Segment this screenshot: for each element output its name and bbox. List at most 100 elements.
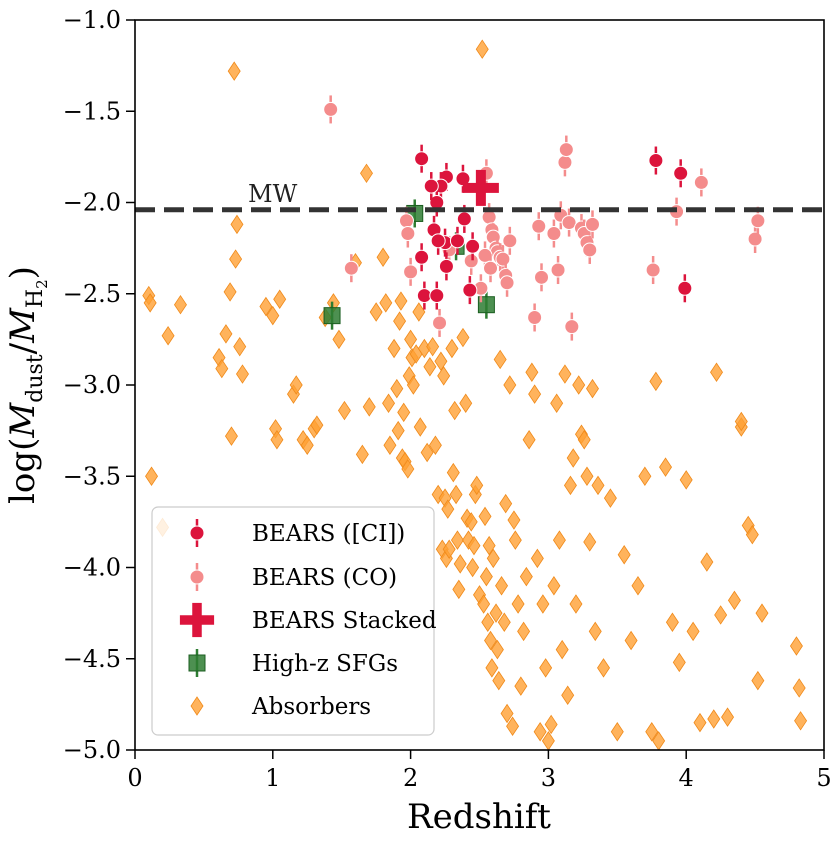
point-absorbers: [586, 378, 599, 399]
point-absorbers: [550, 393, 564, 413]
point-absorbers: [273, 289, 287, 309]
point-absorbers: [519, 566, 533, 587]
point-absorbers: [659, 457, 673, 477]
point-absorbers: [173, 294, 187, 315]
point-bears-co: [693, 168, 709, 197]
point-absorbers: [310, 415, 324, 435]
point-absorbers: [591, 475, 605, 496]
point-bears-ci: [648, 146, 664, 175]
point-absorbers: [467, 535, 481, 556]
point-absorbers: [686, 621, 700, 642]
point-absorbers: [679, 470, 693, 490]
point-absorbers: [459, 393, 473, 413]
point-absorbers: [631, 576, 645, 596]
point-absorbers: [577, 430, 591, 450]
point-absorbers: [266, 305, 280, 326]
point-bears-ci: [462, 276, 478, 305]
point-absorbers: [533, 722, 547, 742]
point-absorbers: [710, 362, 723, 382]
point-absorbers: [580, 466, 594, 486]
point-absorbers: [394, 291, 408, 311]
point-absorbers: [450, 530, 464, 550]
point-absorbers: [289, 375, 303, 395]
point-bears-co: [527, 303, 543, 332]
legend-marker-high-z-sfgs: [188, 649, 206, 677]
point-absorbers: [464, 512, 478, 532]
point-high-z-sfgs: [477, 290, 495, 319]
point-absorbers: [404, 329, 418, 350]
point-absorbers: [539, 658, 553, 678]
point-absorbers: [610, 722, 624, 742]
point-absorbers: [525, 362, 539, 382]
point-bears-ci: [429, 281, 445, 310]
point-absorbers: [751, 670, 765, 691]
x-tick-label: 1: [265, 764, 280, 792]
point-absorbers: [558, 364, 572, 384]
point-absorbers: [484, 630, 498, 651]
point-absorbers: [794, 711, 808, 731]
point-bears-ci: [414, 243, 430, 272]
y-title-log: log: [3, 451, 43, 504]
point-bears-ci: [423, 172, 439, 201]
point-absorbers: [617, 545, 631, 565]
point-absorbers: [507, 510, 521, 530]
point-absorbers: [511, 594, 525, 614]
point-absorbers: [437, 366, 451, 386]
point-absorbers: [597, 658, 611, 678]
point-absorbers: [376, 247, 390, 267]
point-absorbers: [441, 499, 455, 519]
legend: BEARS ([CI]) BEARS (CO) BEARS Stacked Hi…: [151, 506, 437, 736]
y-tick-label: −3.5: [63, 462, 121, 490]
point-absorbers: [219, 324, 233, 344]
point-bears-ci: [416, 281, 432, 310]
point-absorbers: [503, 375, 517, 395]
point-absorbers: [563, 475, 577, 496]
legend-marker-bears-ci: [189, 519, 205, 547]
point-absorbers: [707, 709, 721, 729]
point-bears-ci: [414, 144, 430, 173]
point-absorbers: [233, 336, 247, 357]
point-bears-co: [550, 256, 566, 285]
point-absorbers: [453, 554, 467, 574]
point-absorbers: [475, 39, 489, 59]
point-absorbers: [700, 552, 714, 572]
point-bears-co: [499, 268, 515, 297]
point-bears-co: [584, 210, 600, 239]
point-absorbers: [215, 358, 229, 379]
point-absorbers: [481, 612, 495, 632]
y-title-close: ): [3, 266, 43, 279]
point-absorbers: [229, 249, 243, 269]
legend-label-bears-co: BEARS (CO): [252, 565, 397, 591]
point-absorbers: [479, 566, 493, 587]
point-absorbers: [544, 714, 558, 735]
point-absorbers: [492, 670, 506, 691]
y-title-h: H: [23, 289, 48, 308]
point-absorbers: [555, 639, 569, 660]
point-absorbers: [445, 338, 459, 359]
point-absorbers: [449, 484, 463, 505]
point-absorbers: [566, 448, 580, 468]
legend-markers: [179, 519, 215, 716]
legend-label-high-z-sfgs: High-z SFGs: [252, 651, 398, 677]
point-absorbers: [360, 163, 373, 184]
y-tick-label: −4.5: [63, 645, 121, 673]
point-absorbers: [490, 639, 504, 660]
point-absorbers: [583, 532, 597, 552]
point-absorbers: [382, 393, 396, 413]
point-absorbers: [499, 493, 513, 514]
point-absorbers: [693, 712, 707, 733]
legend-marker-bears-stacked: [179, 602, 215, 638]
point-absorbers: [332, 329, 346, 350]
point-absorbers: [508, 530, 522, 550]
point-absorbers: [456, 327, 470, 348]
point-absorbers: [624, 630, 638, 651]
point-absorbers: [401, 459, 415, 479]
y-title-h-sub: 2: [33, 279, 51, 289]
point-absorbers: [337, 400, 351, 421]
point-bears-stacked: [462, 169, 499, 206]
point-absorbers: [638, 466, 652, 486]
point-absorbers: [792, 678, 806, 698]
y-title-open: (: [3, 438, 43, 451]
point-absorbers: [500, 703, 514, 724]
point-bears-co: [483, 254, 499, 283]
